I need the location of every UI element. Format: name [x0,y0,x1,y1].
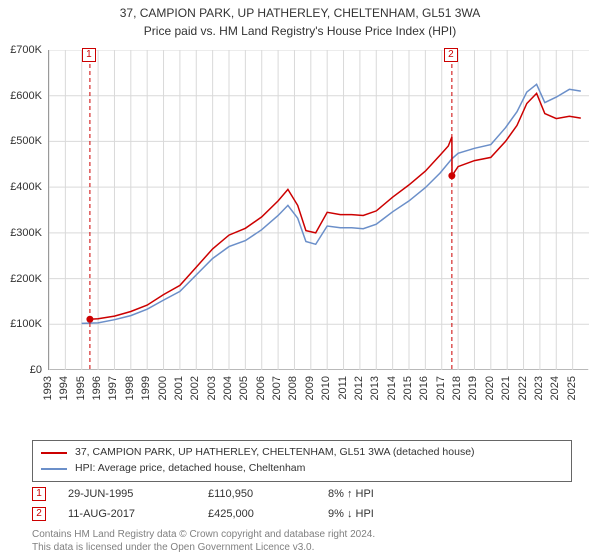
x-tick-label: 2024 [549,376,561,400]
marker-box-2: 2 [444,48,458,62]
x-tick-label: 1998 [124,376,136,400]
y-tick-label: £100K [10,318,42,330]
transaction-row: 2 11-AUG-2017£425,0009% ↓ HPI [32,504,572,524]
chart-svg [49,50,589,370]
chart-subtitle: Price paid vs. HM Land Registry's House … [0,22,600,40]
x-tick-label: 2011 [337,376,349,400]
x-tick-label: 2016 [418,376,430,400]
y-tick-label: £700K [10,44,42,56]
x-tick-label: 1993 [42,376,54,400]
x-tick-label: 2005 [238,376,250,400]
x-tick-label: 2006 [255,376,267,400]
legend-swatch [41,468,67,470]
plot-area [48,50,588,370]
marker-box-1: 1 [82,48,96,62]
x-tick-label: 1999 [140,376,152,400]
x-tick-label: 2014 [386,376,398,400]
x-tick-label: 2009 [304,376,316,400]
y-tick-label: £400K [10,181,42,193]
x-tick-label: 1995 [75,376,87,400]
x-tick-label: 2025 [566,376,578,400]
transaction-delta: 8% ↑ HPI [328,488,448,500]
footnote: Contains HM Land Registry data © Crown c… [32,528,375,554]
transaction-price: £110,950 [208,488,328,500]
x-tick-label: 2017 [435,376,447,400]
footnote-line2: This data is licensed under the Open Gov… [32,541,375,554]
transactions-table: 1 29-JUN-1995£110,9508% ↑ HPI 2 11-AUG-2017… [32,484,572,524]
x-tick-label: 2010 [320,376,332,400]
x-tick-label: 2015 [402,376,414,400]
x-tick-label: 2013 [369,376,381,400]
x-tick-label: 2021 [500,376,512,400]
legend-swatch [41,452,67,454]
y-tick-label: £500K [10,135,42,147]
transaction-date: 29-JUN-1995 [68,488,208,500]
transaction-row: 1 29-JUN-1995£110,9508% ↑ HPI [32,484,572,504]
x-tick-label: 2004 [222,376,234,400]
x-tick-label: 2002 [189,376,201,400]
x-tick-label: 2019 [467,376,479,400]
series-hpi [82,84,581,323]
x-tick-label: 2000 [157,376,169,400]
x-tick-label: 1997 [107,376,119,400]
x-tick-label: 2001 [173,376,185,400]
transaction-marker: 2 [32,507,46,521]
x-tick-label: 2012 [353,376,365,400]
x-tick-label: 2023 [533,376,545,400]
transaction-date: 11-AUG-2017 [68,508,208,520]
transaction-delta: 9% ↓ HPI [328,508,448,520]
x-tick-label: 1996 [91,376,103,400]
legend-item: 37, CAMPION PARK, UP HATHERLEY, CHELTENH… [41,445,563,461]
chart-title: 37, CAMPION PARK, UP HATHERLEY, CHELTENH… [0,0,600,22]
x-tick-label: 1994 [58,376,70,400]
footnote-line1: Contains HM Land Registry data © Crown c… [32,528,375,541]
x-tick-label: 2022 [517,376,529,400]
y-tick-label: £200K [10,273,42,285]
transaction-marker: 1 [32,487,46,501]
legend-label: HPI: Average price, detached house, Chel… [75,461,305,477]
legend-label: 37, CAMPION PARK, UP HATHERLEY, CHELTENH… [75,445,475,461]
x-tick-label: 2018 [451,376,463,400]
x-tick-label: 2007 [271,376,283,400]
legend-item: HPI: Average price, detached house, Chel… [41,461,563,477]
y-tick-label: £300K [10,227,42,239]
chart-area: £0 £100K £200K £300K £400K £500K £600K £700K 199… [0,44,600,414]
y-tick-label: £600K [10,90,42,102]
x-tick-label: 2008 [287,376,299,400]
legend: 37, CAMPION PARK, UP HATHERLEY, CHELTENH… [32,440,572,482]
transaction-price: £425,000 [208,508,328,520]
x-tick-label: 2020 [484,376,496,400]
x-tick-label: 2003 [206,376,218,400]
y-tick-label: £0 [30,364,42,376]
